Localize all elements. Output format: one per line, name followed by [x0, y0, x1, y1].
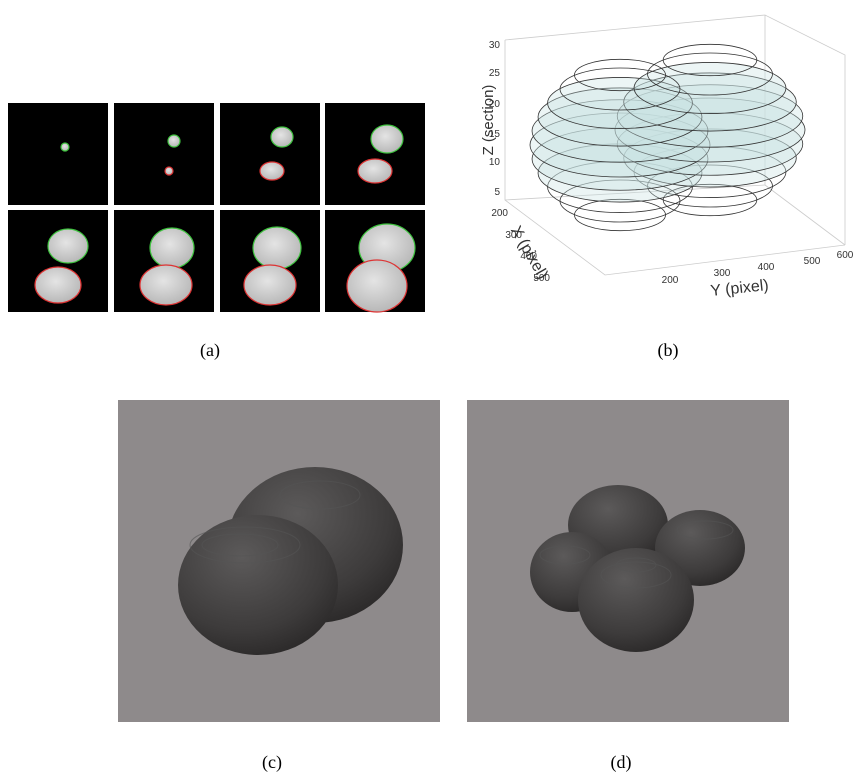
tick-label: 400 [520, 251, 537, 262]
tick-label: 600 [837, 250, 854, 261]
tick-label: 30 [489, 40, 501, 51]
contours [530, 44, 805, 230]
tick-label: 10 [489, 157, 501, 168]
cell-outline [271, 127, 293, 147]
tick-label: 200 [662, 275, 679, 286]
caption: (c) [262, 752, 282, 773]
tick-label: 200 [491, 208, 508, 219]
page: (a) Z (section) X (pixel) Y (pixel) 5101… [0, 0, 866, 778]
caption: (a) [200, 340, 220, 361]
y-axis-label: Y (pixel) [710, 277, 770, 300]
image-cell [8, 103, 108, 205]
panel-a [8, 103, 425, 312]
tick-label: 15 [489, 129, 501, 140]
tick-label: 500 [533, 273, 550, 284]
cell-outline [140, 265, 192, 305]
cell-outline [358, 159, 392, 183]
z-axis-label: Z (section) [480, 85, 497, 156]
tick-label: 500 [804, 256, 821, 267]
image-cell [220, 103, 320, 205]
cell-outline [253, 227, 301, 269]
cell-outline [35, 267, 81, 303]
figure: (a) Z (section) X (pixel) Y (pixel) 5101… [0, 0, 866, 778]
caption: (b) [658, 340, 679, 361]
image-cell [325, 103, 425, 205]
tick-label: 300 [714, 268, 731, 279]
cell-outline [347, 260, 407, 312]
cell-outline [260, 162, 284, 180]
cell-render [178, 515, 338, 655]
cell-outline [150, 228, 194, 268]
cell-outline [168, 135, 180, 147]
cell-outline [48, 229, 88, 263]
tick-label: 300 [505, 230, 522, 241]
image-cell [114, 103, 214, 205]
cell-outline [61, 143, 69, 151]
cell-outline [165, 167, 173, 175]
tick-label: 5 [494, 187, 500, 198]
tick-label: 400 [758, 262, 775, 273]
cell-outline [371, 125, 403, 153]
caption: (d) [611, 752, 632, 773]
cell-outline [244, 265, 296, 305]
tick-label: 20 [489, 99, 501, 110]
axis-box [765, 185, 845, 245]
tick-label: 25 [489, 68, 501, 79]
contour [574, 199, 665, 230]
cell-render [578, 548, 694, 652]
